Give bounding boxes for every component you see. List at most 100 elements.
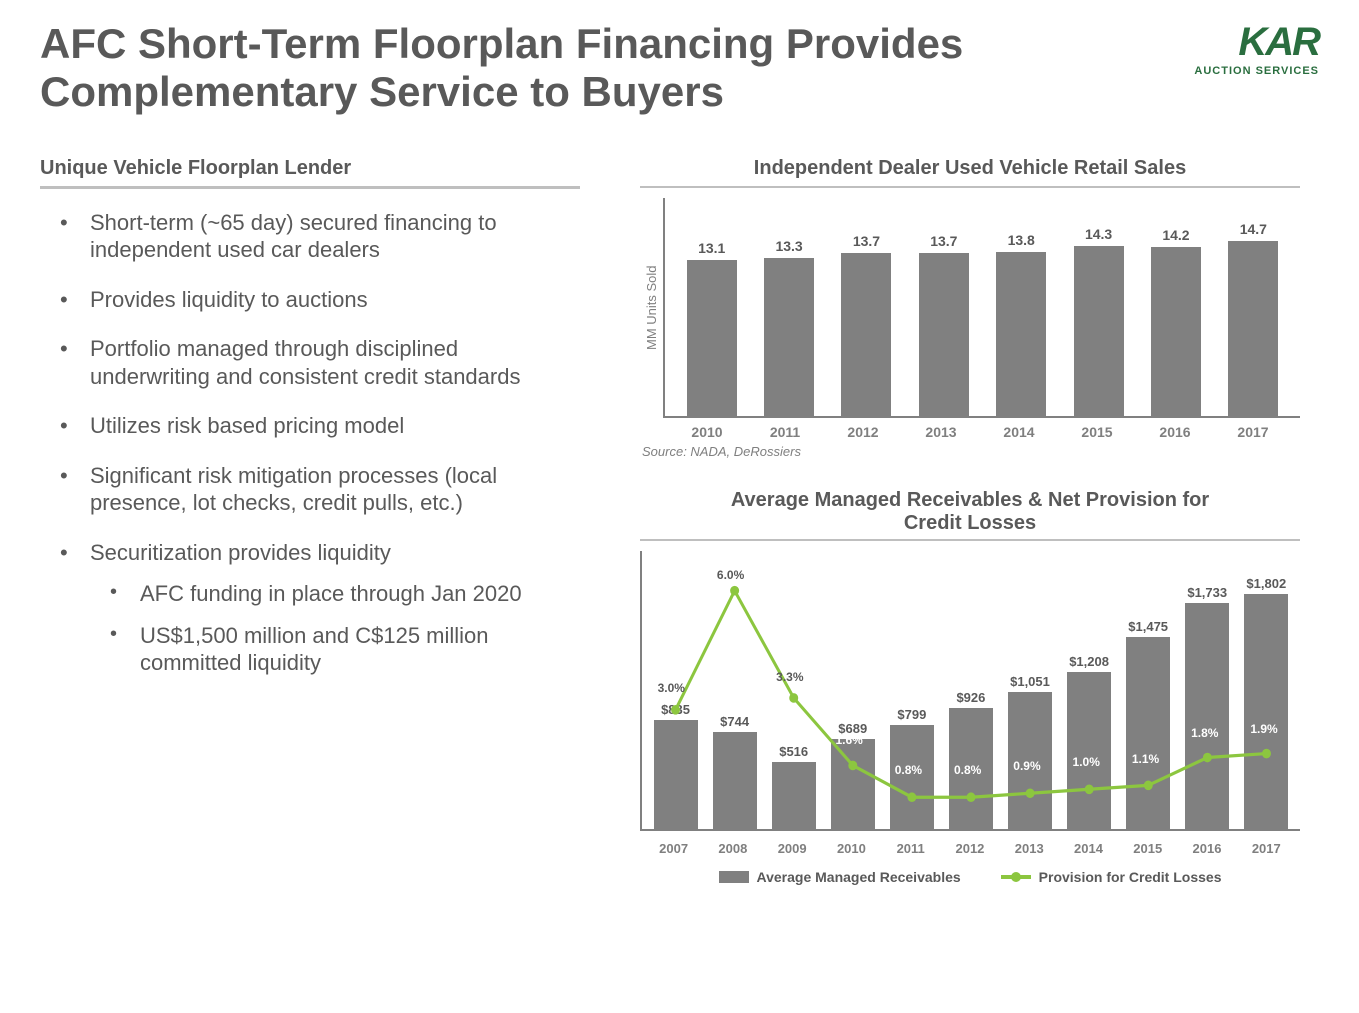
bullet-text: Short-term (~65 day) secured financing t… xyxy=(90,210,497,263)
chart1-bar-label: 14.3 xyxy=(1085,226,1112,242)
chart2-rule xyxy=(640,539,1300,541)
chart2-xtick: 2011 xyxy=(886,841,936,861)
chart2-xtick: 2013 xyxy=(1004,841,1054,861)
left-column: Unique Vehicle Floorplan Lender Short-te… xyxy=(40,157,580,915)
chart2-line-label: 1.8% xyxy=(1191,726,1218,740)
logo-sub: AUCTION SERVICES xyxy=(1194,65,1319,77)
chart2-bar-group: $744 xyxy=(710,714,760,829)
chart2-xtick: 2014 xyxy=(1063,841,1113,861)
chart1-bar xyxy=(1074,246,1124,416)
chart1-area: MM Units Sold 13.1 13.3 13.7 13.7 13.8 14.3 14… xyxy=(640,198,1300,418)
chart2-bar-label: $1,475 xyxy=(1128,619,1168,634)
chart1-xtick: 2013 xyxy=(911,424,971,440)
chart2-xtick: 2008 xyxy=(708,841,758,861)
header: AFC Short-Term Floorplan Financing Provi… xyxy=(40,20,1319,117)
chart1-bar xyxy=(919,253,969,416)
left-rule xyxy=(40,186,580,189)
chart2-bar xyxy=(713,732,757,829)
chart2-bar xyxy=(772,762,816,829)
bullet-item: Short-term (~65 day) secured financing t… xyxy=(60,209,580,264)
chart1-bar-label: 13.8 xyxy=(1008,232,1035,248)
chart2-line-label: 0.9% xyxy=(1013,759,1040,773)
chart1-xtick: 2012 xyxy=(833,424,893,440)
chart2-bar-label: $1,208 xyxy=(1069,654,1109,669)
chart2-xtick: 2009 xyxy=(767,841,817,861)
chart2-bar-group: $926 xyxy=(946,690,996,828)
chart1-bar-label: 14.2 xyxy=(1162,227,1189,243)
chart2-line-label: 1.1% xyxy=(1132,752,1159,766)
chart2-bar-label: $926 xyxy=(956,690,985,705)
chart1-bar-label: 13.7 xyxy=(853,233,880,249)
chart2-line-label: 0.8% xyxy=(954,763,981,777)
chart1-xaxis: 20102011201220132014201520162017 xyxy=(660,418,1300,440)
chart2-line-label: 3.0% xyxy=(658,681,685,695)
chart1-bar xyxy=(841,253,891,416)
chart1-xtick: 2016 xyxy=(1145,424,1205,440)
bullet-item: Securitization provides liquidity AFC fun… xyxy=(60,539,580,677)
chart1-bar xyxy=(996,252,1046,416)
chart1-rule xyxy=(640,186,1300,188)
legend-item-line: Provision for Credit Losses xyxy=(1001,869,1222,885)
legend-swatch-line xyxy=(1001,875,1031,879)
bullet-text: Securitization provides liquidity xyxy=(90,540,391,565)
chart2-bar-label: $1,051 xyxy=(1010,674,1050,689)
bullet-text: Utilizes risk based pricing model xyxy=(90,413,404,438)
chart2: Average Managed Receivables & Net Provis… xyxy=(640,489,1300,885)
chart2-bar xyxy=(1244,594,1288,828)
chart2-bar-group: $1,051 xyxy=(1005,674,1055,829)
sub-bullet-item: AFC funding in place through Jan 2020 xyxy=(110,580,580,608)
chart1-bar-group: 13.1 xyxy=(682,240,742,416)
chart1-ylabel: MM Units Sold xyxy=(640,198,663,418)
chart1-bar-label: 13.3 xyxy=(775,238,802,254)
right-column: Independent Dealer Used Vehicle Retail S… xyxy=(640,157,1300,915)
chart1-bar-label: 13.1 xyxy=(698,240,725,256)
chart2-xtick: 2015 xyxy=(1123,841,1173,861)
logo-main: KAR xyxy=(1194,20,1319,65)
chart2-bar-group: $1,475 xyxy=(1123,619,1173,829)
bullet-item: Provides liquidity to auctions xyxy=(60,286,580,314)
chart2-bar-label: $835 xyxy=(661,702,690,717)
chart2-bars: $835$744$516$689$799$926$1,051$1,208$1,4… xyxy=(642,551,1300,829)
chart2-plot: $835$744$516$689$799$926$1,051$1,208$1,4… xyxy=(640,551,1300,831)
sub-bullet-item: US$1,500 million and C$125 million commi… xyxy=(110,622,580,677)
bullets-list: Short-term (~65 day) secured financing t… xyxy=(40,209,580,677)
chart1-bar-group: 13.7 xyxy=(836,233,896,416)
chart1: Independent Dealer Used Vehicle Retail S… xyxy=(640,157,1300,459)
chart2-bar xyxy=(1067,672,1111,829)
chart2-bar-group: $1,802 xyxy=(1241,576,1291,828)
chart2-bar xyxy=(654,720,698,829)
chart2-xtick: 2007 xyxy=(649,841,699,861)
bullet-item: Portfolio managed through disciplined un… xyxy=(60,335,580,390)
chart1-xtick: 2011 xyxy=(755,424,815,440)
chart2-bar-label: $516 xyxy=(779,744,808,759)
chart1-bar-group: 13.3 xyxy=(759,238,819,416)
chart1-xtick: 2010 xyxy=(677,424,737,440)
chart2-bar xyxy=(1185,603,1229,828)
chart2-line-label: 3.3% xyxy=(776,670,803,684)
chart2-bar-group: $835 xyxy=(651,702,701,829)
sub-bullets: AFC funding in place through Jan 2020 US$… xyxy=(90,580,580,677)
chart2-bar-label: $1,802 xyxy=(1246,576,1286,591)
bullet-item: Significant risk mitigation processes (l… xyxy=(60,462,580,517)
chart1-bar-label: 13.7 xyxy=(930,233,957,249)
chart2-xaxis: 2007200820092010201120122013201420152016… xyxy=(640,835,1300,861)
legend-bar-label: Average Managed Receivables xyxy=(757,869,961,885)
chart2-xtick: 2017 xyxy=(1241,841,1291,861)
chart1-bar-group: 14.7 xyxy=(1223,221,1283,416)
chart1-bar-group: 13.8 xyxy=(991,232,1051,416)
chart2-bar-label: $799 xyxy=(897,707,926,722)
chart2-bar xyxy=(831,739,875,829)
chart1-title: Independent Dealer Used Vehicle Retail S… xyxy=(640,157,1300,180)
chart2-bar xyxy=(1126,637,1170,829)
bullet-text: Significant risk mitigation processes (l… xyxy=(90,463,497,516)
chart2-bar-group: $1,733 xyxy=(1182,585,1232,828)
kar-logo: KAR AUCTION SERVICES xyxy=(1194,20,1319,77)
chart1-plot: 13.1 13.3 13.7 13.7 13.8 14.3 14.2 14.7 xyxy=(663,198,1300,418)
legend-item-bar: Average Managed Receivables xyxy=(719,869,961,885)
page-title: AFC Short-Term Floorplan Financing Provi… xyxy=(40,20,1040,117)
chart2-legend: Average Managed Receivables Provision fo… xyxy=(640,869,1300,885)
chart1-xtick: 2017 xyxy=(1223,424,1283,440)
bullet-text: Provides liquidity to auctions xyxy=(90,287,368,312)
chart2-bar-label: $744 xyxy=(720,714,749,729)
chart1-bar xyxy=(764,258,814,416)
